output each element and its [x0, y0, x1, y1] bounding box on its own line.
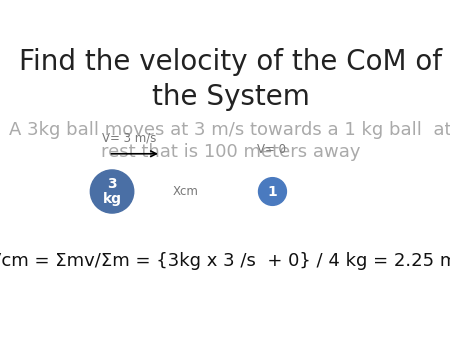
Text: 1: 1	[268, 185, 277, 198]
Text: Xcm: Xcm	[173, 185, 199, 198]
Text: V= 0: V= 0	[257, 143, 286, 156]
Text: A 3kg ball moves at 3 m/s towards a 1 kg ball  at
rest that is 100 meters away: A 3kg ball moves at 3 m/s towards a 1 kg…	[9, 121, 450, 162]
Text: 3
kg: 3 kg	[103, 177, 122, 206]
Ellipse shape	[90, 170, 134, 213]
Text: Find the velocity of the CoM of
the System: Find the velocity of the CoM of the Syst…	[19, 48, 442, 111]
Ellipse shape	[259, 178, 287, 206]
Text: Vcm = Σmv/Σm = {3kg x 3 /s  + 0} / 4 kg = 2.25 m/s: Vcm = Σmv/Σm = {3kg x 3 /s + 0} / 4 kg =…	[0, 251, 450, 270]
Text: V= 3 m/s: V= 3 m/s	[102, 132, 156, 145]
